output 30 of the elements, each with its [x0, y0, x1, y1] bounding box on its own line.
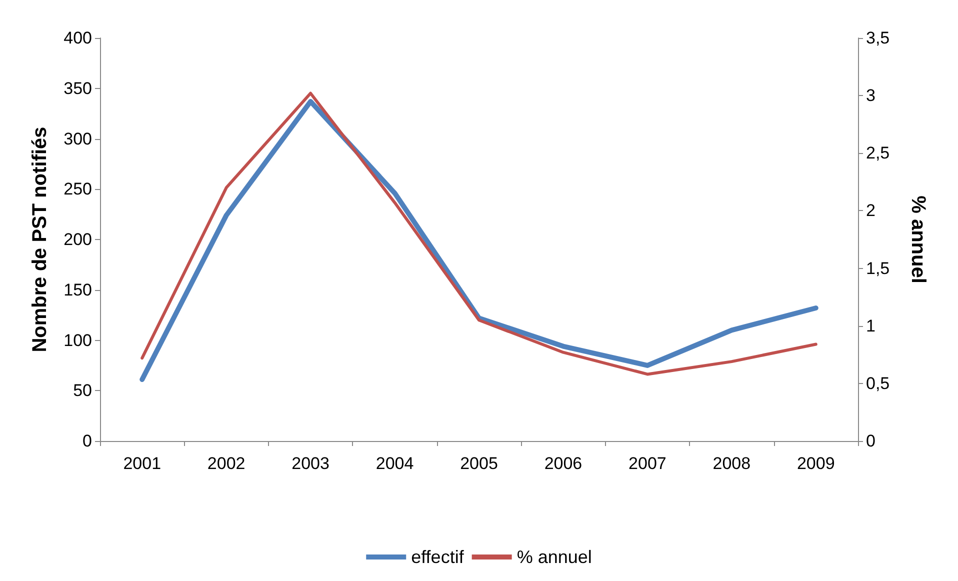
y-tick-label: 0 [82, 432, 92, 450]
legend-label: effectif [411, 547, 465, 567]
x-tick-label: 2007 [628, 454, 666, 473]
y-tick-label: 200 [64, 230, 92, 249]
y-tick-label: 150 [64, 280, 92, 300]
y-tick-label: 100 [64, 330, 92, 350]
y2-axis-title: % annuel [907, 196, 929, 284]
x-tick-label: 2004 [376, 454, 414, 473]
y-tick-label: 350 [64, 78, 92, 98]
x-tick-label: 2001 [123, 454, 162, 473]
y-axis-title: Nombre de PST notifiés [29, 126, 51, 352]
x-tick-label: 2008 [712, 454, 751, 473]
x-tick-label: 2003 [292, 454, 330, 473]
y2-tick-label: 0 [866, 432, 876, 450]
x-tick-label: 2002 [207, 454, 246, 473]
x-tick-label: 2005 [460, 454, 498, 473]
x-tick-label: 2006 [544, 454, 582, 473]
y2-tick-label: 2,5 [866, 144, 890, 163]
y-tick-label: 250 [64, 180, 92, 199]
y2-tick-label: 3,5 [866, 28, 890, 48]
y-tick-label: 400 [64, 28, 92, 48]
y-tick-label: 50 [73, 381, 92, 400]
y2-tick-label: 1 [866, 316, 876, 336]
y2-tick-label: 3 [866, 86, 876, 106]
y2-tick-label: 2 [866, 201, 876, 220]
legend-label: % annuel [516, 547, 592, 567]
y2-tick-label: 1,5 [866, 258, 890, 278]
y2-tick-label: 0,5 [866, 374, 890, 393]
x-tick-label: 2009 [796, 454, 835, 473]
y-tick-label: 300 [64, 129, 92, 148]
